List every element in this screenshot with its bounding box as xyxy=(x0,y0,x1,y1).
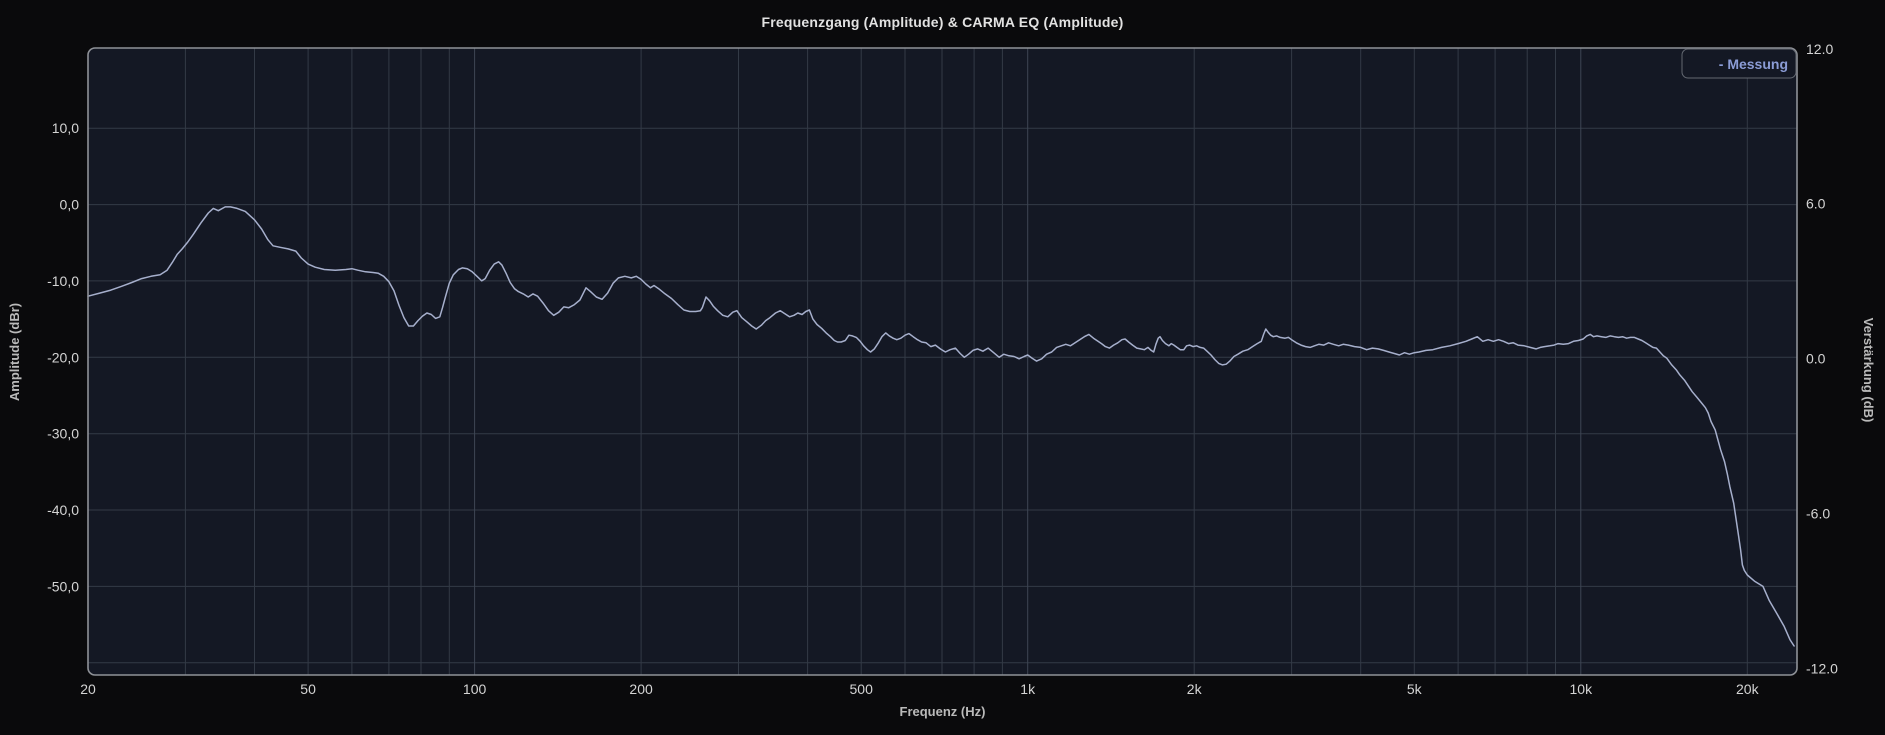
y-right-tick-label: 12.0 xyxy=(1806,41,1833,57)
y-left-tick-label: 10,0 xyxy=(52,120,79,136)
x-tick-label: 10k xyxy=(1570,681,1594,697)
y-axis-left-title: Amplitude (dBr) xyxy=(7,303,22,401)
legend-label: - Messung xyxy=(1719,56,1788,72)
legend-box xyxy=(1681,48,1797,79)
x-tick-label: 20k xyxy=(1736,681,1760,697)
y-right-tick-label: 0.0 xyxy=(1806,351,1826,367)
x-tick-label: 20 xyxy=(80,681,96,697)
y-right-tick-label: -12.0 xyxy=(1806,661,1838,677)
y-left-tick-label: -30,0 xyxy=(47,426,79,442)
chart-title: Frequenzgang (Amplitude) & CARMA EQ (Amp… xyxy=(761,14,1124,30)
y-left-tick-label: -50,0 xyxy=(47,578,79,594)
plot-border xyxy=(87,47,1798,676)
y-right-tick-label: -6.0 xyxy=(1806,506,1830,522)
x-tick-label: 200 xyxy=(629,681,653,697)
measurement-curve xyxy=(87,206,1795,647)
y-axis-right-title: Verstärkung (dB) xyxy=(1861,318,1876,423)
axis-tick-labels: 10,0 0,0 -10,0 -20,0 -30,0 -40,0 -50,0 12.0 6.0 0… xyxy=(47,41,1838,697)
y-left-tick-label: 0,0 xyxy=(60,197,80,213)
x-tick-label: 100 xyxy=(463,681,487,697)
y-right-tick-label: 6.0 xyxy=(1806,196,1826,212)
grid-layer xyxy=(88,48,1797,675)
measurement-curve-layer xyxy=(87,206,1795,647)
x-tick-label: 50 xyxy=(300,681,316,697)
x-tick-label: 5k xyxy=(1407,681,1423,697)
x-tick-label: 2k xyxy=(1187,681,1203,697)
x-tick-label: 500 xyxy=(850,681,874,697)
x-axis-title: Frequenz (Hz) xyxy=(900,704,986,719)
y-left-tick-label: -20,0 xyxy=(47,349,79,365)
y-left-tick-label: -40,0 xyxy=(47,502,79,518)
y-left-tick-label: -10,0 xyxy=(47,273,79,289)
chart-chrome: - Messung Frequenz (Hz) Amplitude (dBr) … xyxy=(7,47,1876,719)
x-tick-label: 1k xyxy=(1020,681,1036,697)
